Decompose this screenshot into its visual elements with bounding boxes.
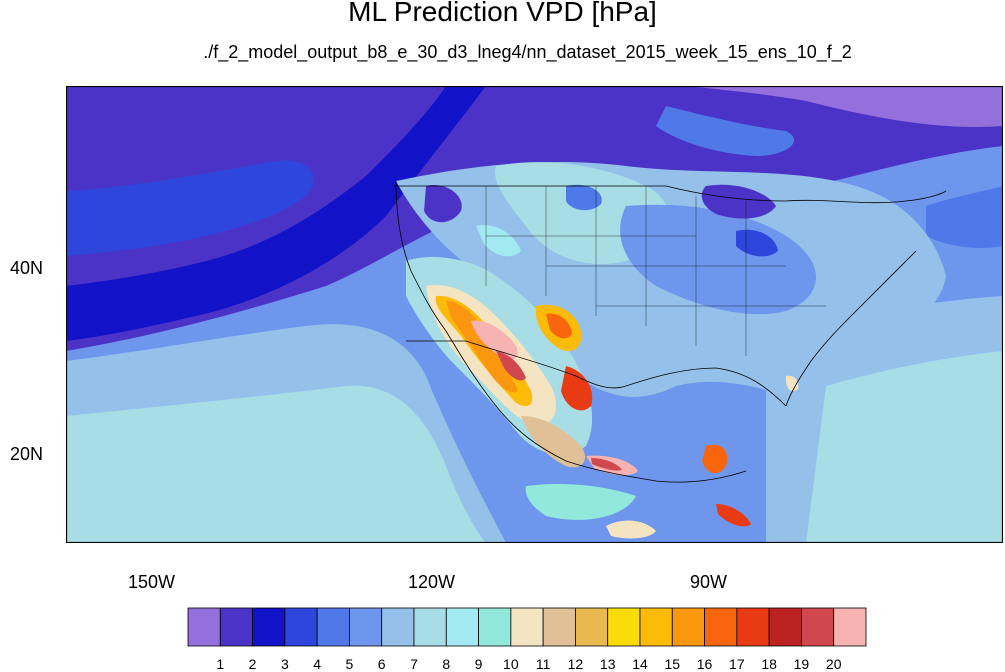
colorbar-swatch <box>510 607 544 647</box>
lat-label-40n: 40N <box>10 258 44 278</box>
colorbar-tick-label: 9 <box>474 656 483 672</box>
colorbar-tick-label: 13 <box>599 656 616 672</box>
colorbar-tick-label: 20 <box>825 656 842 672</box>
colorbar-swatch <box>316 607 350 647</box>
lon-label-120w: 120W <box>408 572 456 592</box>
colorbar-swatch <box>801 607 835 647</box>
colorbar-tick-label: 17 <box>729 656 745 672</box>
colorbar-tick-label: 7 <box>410 656 418 672</box>
state-lines <box>485 186 826 356</box>
country-borders <box>394 180 947 483</box>
colorbar-tick-label: 3 <box>280 656 289 672</box>
colorbar-tick-label: 8 <box>442 656 451 672</box>
colorbar <box>187 607 867 647</box>
colorbar-swatch <box>575 607 609 647</box>
map-subtitle: ./f_2_model_output_b8_e_30_d3_lneg4/nn_d… <box>203 42 852 62</box>
colorbar-swatch <box>671 607 705 647</box>
map-title: ML Prediction VPD [hPa] <box>348 0 657 27</box>
colorbar-swatch <box>768 607 802 647</box>
colorbar-swatch <box>445 607 479 647</box>
colorbar-tick-label: 18 <box>761 656 777 672</box>
colorbar-swatch <box>736 607 770 647</box>
colorbar-swatch <box>542 607 576 647</box>
colorbar-tick-label: 4 <box>313 656 322 672</box>
colorbar-tick-label: 11 <box>535 656 551 672</box>
colorbar-tick-label: 12 <box>567 656 584 672</box>
colorbar-tick-label: 14 <box>632 656 648 672</box>
colorbar-swatch <box>381 607 415 647</box>
colorbar-swatch <box>252 607 286 647</box>
colorbar-swatch <box>187 607 221 647</box>
colorbar-swatch <box>607 607 641 647</box>
colorbar-tick-label: 10 <box>503 656 519 672</box>
lon-label-150w: 150W <box>128 572 176 592</box>
colorbar-tick-label: 16 <box>696 656 713 672</box>
colorbar-swatch <box>478 607 512 647</box>
colorbar-tick-label: 2 <box>248 656 257 672</box>
colorbar-tick-label: 15 <box>664 656 681 672</box>
map-plot-area <box>57 85 1005 552</box>
colorbar-swatch <box>219 607 253 647</box>
vpd-field-map <box>57 85 1005 552</box>
colorbar-swatch <box>284 607 318 647</box>
colorbar-tick-label: 6 <box>377 656 386 672</box>
colorbar-swatch <box>704 607 738 647</box>
colorbar-swatch <box>833 607 867 647</box>
colorbar-tick-label: 1 <box>216 656 225 672</box>
colorbar-swatch <box>413 607 447 647</box>
colorbar-tick-label: 5 <box>345 656 354 672</box>
lat-label-20n: 20N <box>10 444 44 464</box>
colorbar-swatch <box>639 607 673 647</box>
colorbar-swatch <box>349 607 383 647</box>
lon-label-90w: 90W <box>690 572 728 592</box>
colorbar-tick-label: 19 <box>793 656 810 672</box>
